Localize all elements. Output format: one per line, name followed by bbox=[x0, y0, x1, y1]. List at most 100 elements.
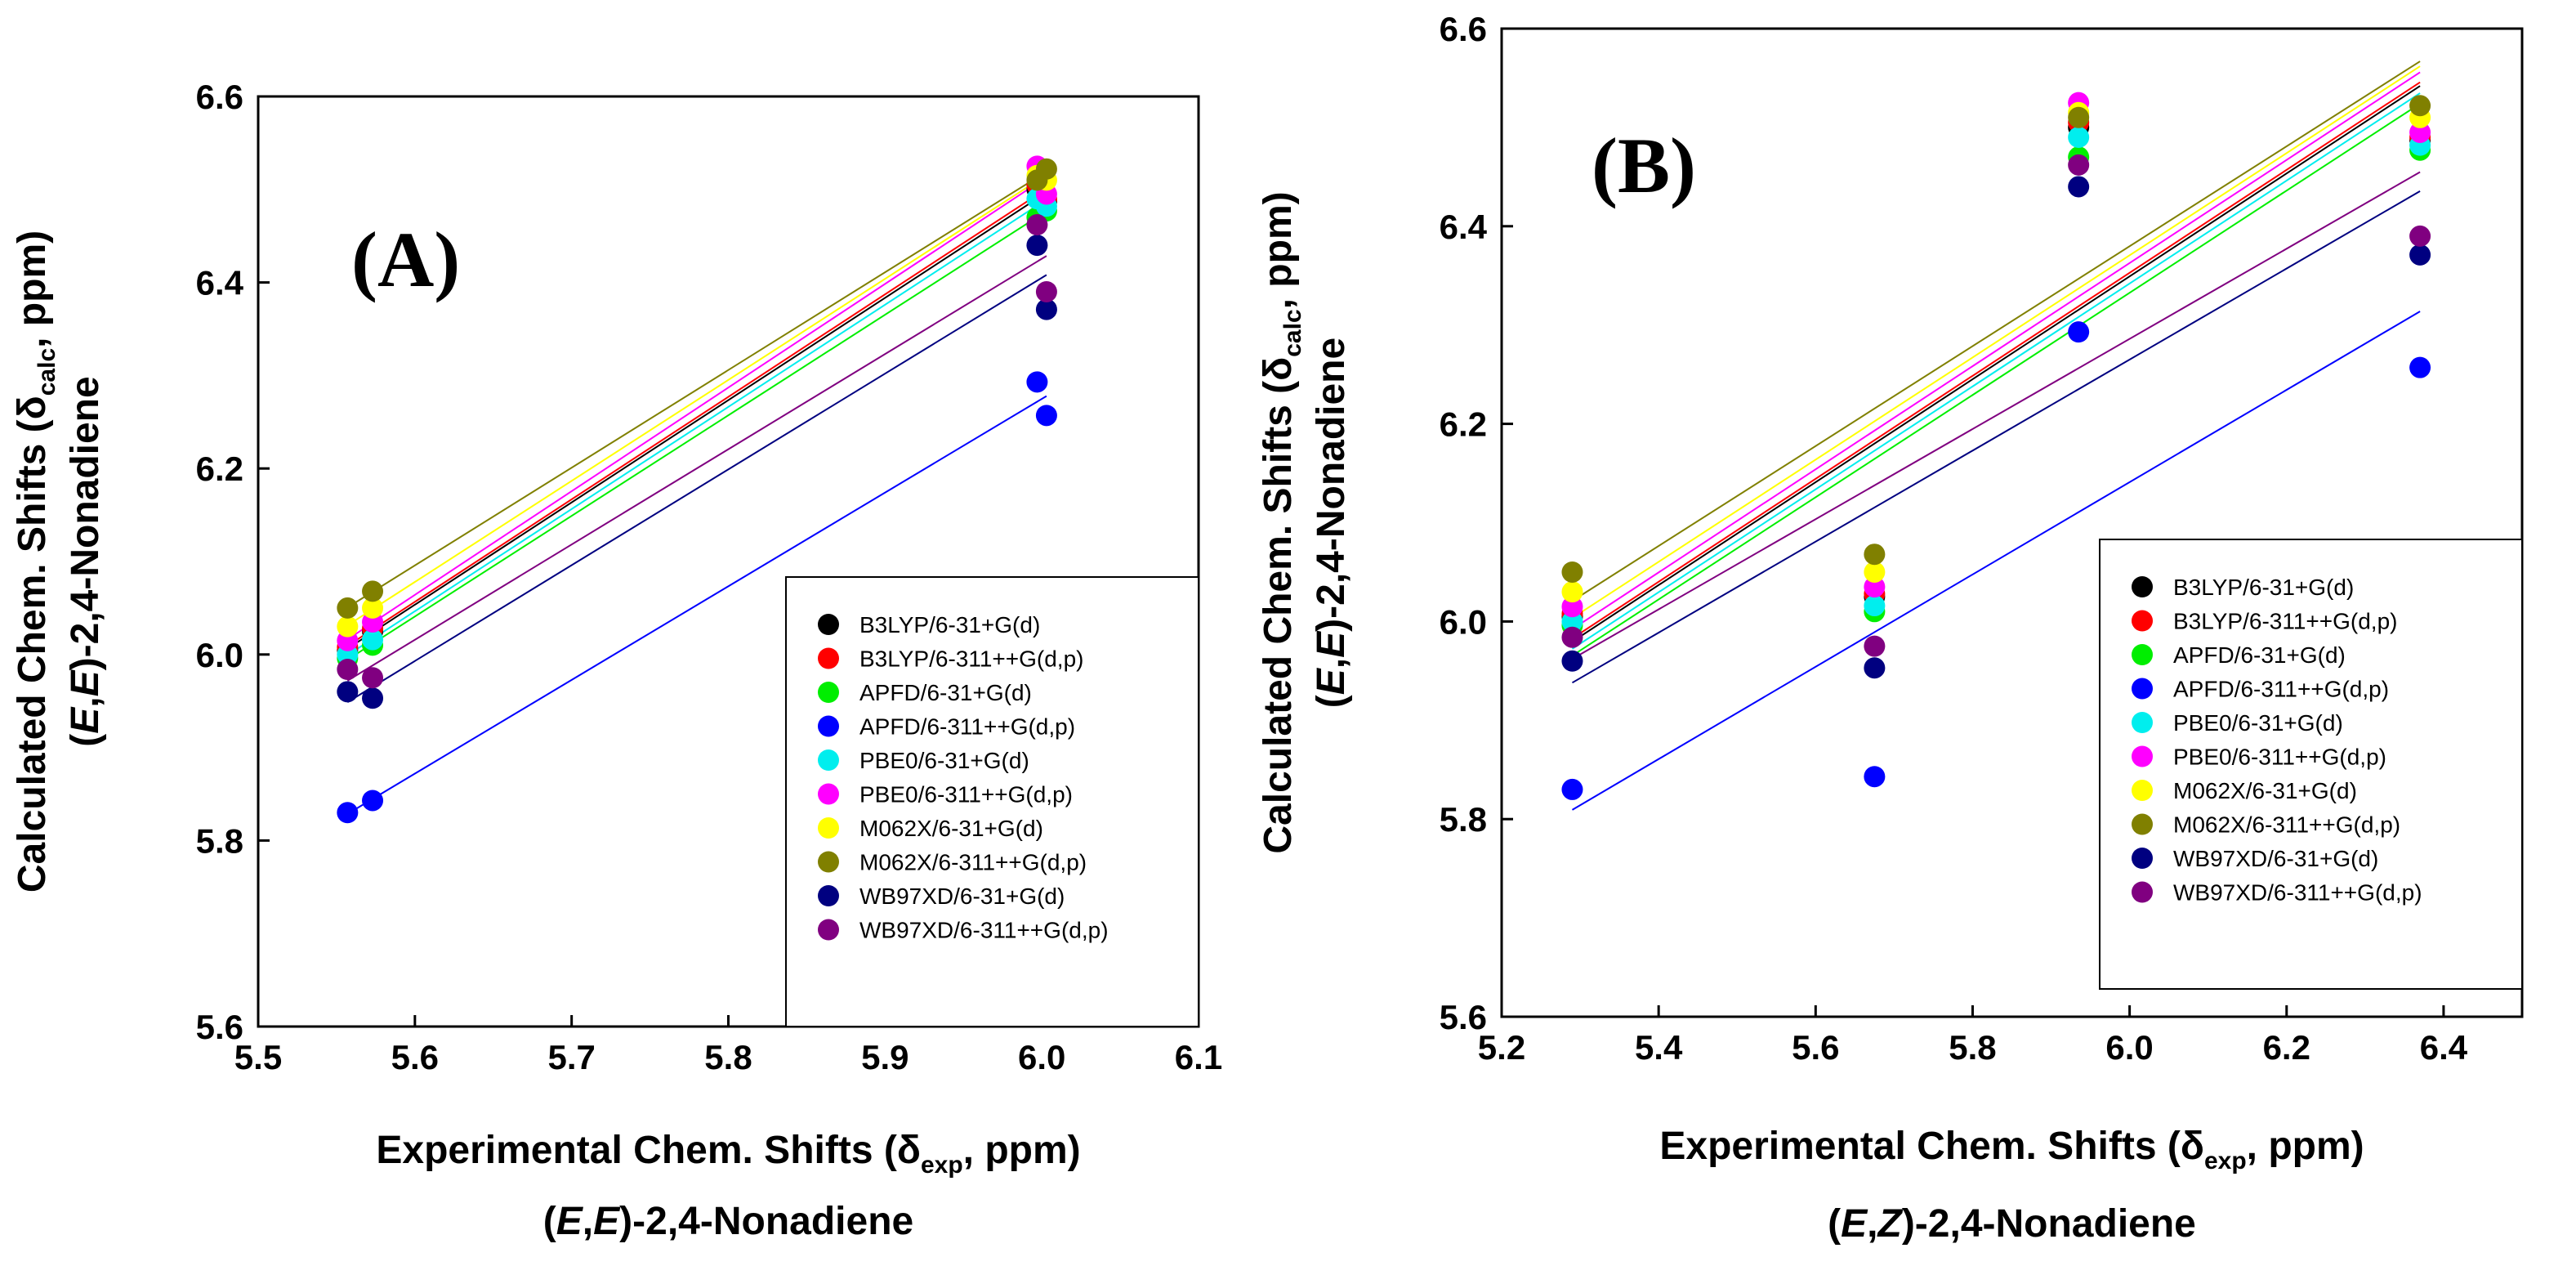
legend-marker bbox=[2132, 712, 2153, 733]
legend-label: M062X/6-31+G(d) bbox=[2173, 778, 2357, 803]
legend-marker bbox=[2132, 576, 2153, 597]
fit-line bbox=[346, 199, 1047, 656]
fit-line bbox=[346, 176, 1047, 641]
fit-line bbox=[346, 255, 1047, 682]
data-point bbox=[1026, 214, 1048, 236]
x-axis-title-line2-b: (E,Z)-2,4-Nonadiene bbox=[1828, 1202, 2196, 1246]
legend-label: M062X/6-31+G(d) bbox=[859, 816, 1043, 841]
y-tick-label: 6.4 bbox=[1440, 208, 1488, 246]
y-axis-title-b: Calculated Chem. Shifts (δcalc, ppm) bbox=[1257, 191, 1306, 853]
fit-line bbox=[1571, 103, 2421, 657]
legend-a: B3LYP/6-31+G(d) B3LYP/6-311++G(d,p) APFD/6… bbox=[785, 576, 1199, 1027]
legend-label: APFD/6-31+G(d) bbox=[2173, 642, 2346, 668]
data-point bbox=[2409, 95, 2431, 117]
data-point bbox=[1026, 235, 1048, 257]
legend-marker bbox=[818, 682, 839, 703]
data-point bbox=[1035, 405, 1057, 427]
data-point bbox=[337, 681, 359, 703]
legend-label: B3LYP/6-31+G(d) bbox=[2173, 575, 2354, 600]
data-point bbox=[337, 615, 359, 638]
y-tick-label: 5.6 bbox=[196, 1008, 243, 1046]
fit-line bbox=[1571, 65, 2421, 619]
legend-marker bbox=[2132, 745, 2153, 767]
fit-line bbox=[346, 191, 1047, 650]
data-point bbox=[1864, 635, 1886, 657]
legend-marker bbox=[818, 885, 839, 906]
plot-frame-b bbox=[1500, 27, 2524, 1018]
data-point bbox=[2068, 106, 2090, 128]
fit-lines-a bbox=[346, 171, 1047, 815]
legend-label: WB97XD/6-31+G(d) bbox=[2173, 846, 2378, 871]
legend-label: APFD/6-311++G(d,p) bbox=[2173, 677, 2389, 702]
data-point bbox=[362, 790, 384, 812]
y-tick-label: 6.2 bbox=[1440, 405, 1487, 444]
data-point bbox=[1561, 581, 1583, 603]
data-point bbox=[362, 597, 384, 619]
data-point bbox=[2068, 176, 2090, 198]
panel-label-b: (B) bbox=[1592, 122, 1696, 209]
fit-line bbox=[346, 274, 1047, 703]
data-point bbox=[2409, 244, 2431, 266]
data-point bbox=[337, 597, 359, 619]
x-tick-label: 6.2 bbox=[2263, 1028, 2310, 1067]
data-point bbox=[1035, 158, 1057, 180]
x-tick-label: 5.6 bbox=[391, 1038, 439, 1076]
fit-line bbox=[346, 174, 1047, 626]
legend-label: PBE0/6-31+G(d) bbox=[2173, 710, 2343, 736]
legend-label: M062X/6-311++G(d,p) bbox=[2173, 812, 2400, 838]
legend-label: PBE0/6-31+G(d) bbox=[859, 748, 1029, 773]
legend-marker bbox=[2132, 881, 2153, 903]
legend-box bbox=[785, 576, 1199, 1027]
x-tick-label: 5.7 bbox=[547, 1038, 595, 1076]
data-point bbox=[1561, 611, 1583, 633]
legend-label: APFD/6-31+G(d) bbox=[859, 680, 1032, 705]
data-point bbox=[2409, 356, 2431, 378]
x-axis-title-b: Experimental Chem. Shifts (δexp, ppm) bbox=[1659, 1125, 2364, 1174]
y-axis-title-line2-a: (E,E)-2,4-Nonadiene bbox=[64, 376, 107, 746]
x-tick-label: 6.4 bbox=[2420, 1028, 2468, 1067]
legend-marker bbox=[2132, 813, 2153, 835]
x-tick-label: 5.9 bbox=[861, 1038, 909, 1076]
data-point bbox=[1864, 544, 1886, 566]
x-tick-label: 5.6 bbox=[1792, 1028, 1839, 1067]
fit-line bbox=[346, 188, 1047, 647]
x-tick-label: 5.8 bbox=[704, 1038, 752, 1076]
data-point bbox=[2409, 225, 2431, 247]
legend-marker bbox=[818, 919, 839, 941]
legend-marker bbox=[818, 614, 839, 635]
x-tick-label: 5.5 bbox=[234, 1038, 282, 1076]
y-tick-label: 6.0 bbox=[196, 636, 243, 674]
data-point bbox=[1561, 561, 1583, 583]
ticks-a: 5.5 5.6 5.7 5.8 5.9 6.0 6.15.65.86.06.26.46.6 bbox=[196, 78, 1223, 1076]
legend-marker bbox=[2132, 610, 2153, 632]
data-point bbox=[1035, 280, 1057, 302]
legend-marker bbox=[818, 817, 839, 839]
y-tick-label: 6.2 bbox=[196, 450, 243, 488]
legend-marker bbox=[818, 715, 839, 737]
x-axis-title-a: Experimental Chem. Shifts (δexp, ppm) bbox=[376, 1129, 1080, 1179]
legend-box bbox=[2099, 539, 2523, 990]
x-tick-label: 6.0 bbox=[1018, 1038, 1065, 1076]
legend-marker bbox=[2132, 780, 2153, 801]
data-point bbox=[1864, 657, 1886, 679]
fit-line bbox=[346, 395, 1047, 815]
fit-line bbox=[1571, 60, 2421, 602]
x-tick-label: 5.4 bbox=[1635, 1028, 1683, 1067]
data-point bbox=[2409, 121, 2431, 143]
fit-line bbox=[1571, 85, 2421, 642]
legend-marker bbox=[818, 647, 839, 669]
data-point bbox=[362, 629, 384, 651]
legend-label: PBE0/6-311++G(d,p) bbox=[859, 782, 1073, 808]
data-point bbox=[362, 580, 384, 602]
fit-line bbox=[1571, 311, 2421, 811]
data-point bbox=[1561, 778, 1583, 800]
legend-b: B3LYP/6-31+G(d) B3LYP/6-311++G(d,p) APFD/6… bbox=[2099, 539, 2523, 990]
chart-panel-a: 5.5 5.6 5.7 5.8 5.9 6.0 6.15.65.86.06.26.46.6 … bbox=[11, 78, 1222, 1243]
legend-label: PBE0/6-311++G(d,p) bbox=[2173, 745, 2386, 770]
fit-line bbox=[1571, 92, 2421, 650]
data-point bbox=[1035, 298, 1057, 320]
data-point bbox=[2068, 126, 2090, 148]
legend-label: WB97XD/6-31+G(d) bbox=[859, 884, 1065, 909]
legend-marker bbox=[818, 851, 839, 873]
legend-marker bbox=[818, 783, 839, 805]
